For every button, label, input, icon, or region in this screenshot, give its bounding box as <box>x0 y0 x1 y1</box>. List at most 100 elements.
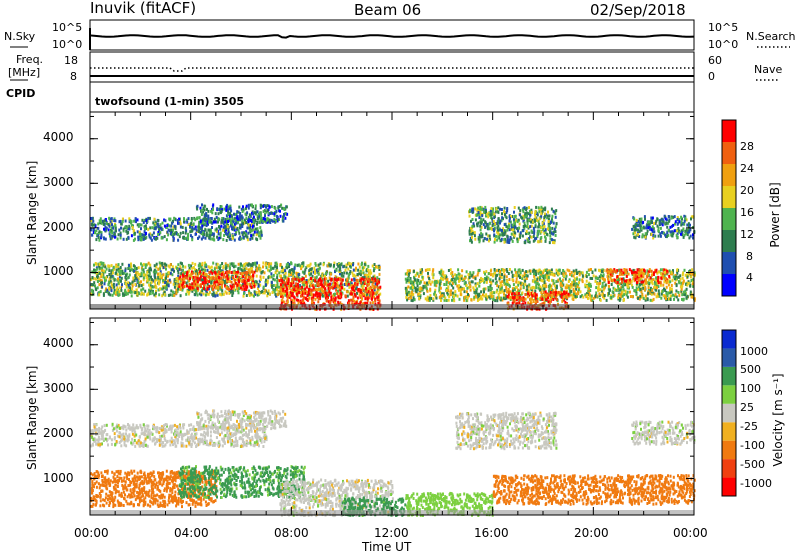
range-cell <box>270 218 273 222</box>
range-cell <box>579 295 582 299</box>
range-cell <box>238 215 241 219</box>
range-cell <box>501 280 504 284</box>
velocity-ytick-3000: 3000 <box>43 381 74 395</box>
range-cell <box>236 215 239 219</box>
range-cell <box>267 291 269 295</box>
range-cell <box>355 266 357 270</box>
range-cell <box>255 233 258 237</box>
range-cell <box>133 279 136 283</box>
range-cell <box>170 268 173 272</box>
range-cell <box>321 274 324 278</box>
xtick-0000: 00:00 <box>74 526 109 540</box>
range-cell <box>689 284 692 288</box>
range-cell <box>131 223 133 227</box>
range-cell <box>281 284 284 288</box>
range-cell <box>531 285 534 289</box>
range-cell <box>506 228 509 232</box>
range-cell <box>647 291 650 295</box>
range-cell <box>173 293 176 297</box>
range-cell <box>199 283 202 287</box>
vel-cb-500: 500 <box>740 363 761 376</box>
nave-bottom-tick: 0 <box>708 70 715 83</box>
range-cell <box>175 291 178 295</box>
range-cell <box>274 292 277 296</box>
range-cell <box>216 271 219 275</box>
range-cell <box>205 234 208 238</box>
range-cell <box>435 281 438 285</box>
range-cell <box>252 224 254 228</box>
range-cell <box>181 225 184 229</box>
range-cell <box>193 227 196 231</box>
beam-title: Beam 06 <box>354 1 422 19</box>
range-cell <box>171 231 173 235</box>
range-cell <box>341 278 344 282</box>
range-cell <box>275 284 278 288</box>
range-cell <box>622 298 625 302</box>
range-cell <box>239 212 242 215</box>
velocity-ytick-4000: 4000 <box>43 336 74 350</box>
range-cell <box>269 221 272 224</box>
range-cell <box>197 230 200 233</box>
range-cell <box>140 262 142 266</box>
range-cell <box>328 263 331 267</box>
range-cell <box>177 274 180 278</box>
range-cell <box>159 223 162 227</box>
range-cell <box>447 298 450 302</box>
range-cell <box>157 224 160 228</box>
range-cell <box>146 278 149 282</box>
range-cell <box>108 224 111 228</box>
range-cell <box>143 218 146 222</box>
range-cell <box>195 270 197 274</box>
range-cell <box>301 265 303 269</box>
range-cell <box>133 219 136 223</box>
range-cell <box>312 270 315 274</box>
range-cell <box>263 271 266 275</box>
range-cell <box>230 214 233 218</box>
range-cell <box>155 265 158 269</box>
range-cell <box>491 274 494 278</box>
range-cell <box>555 280 558 284</box>
range-cell <box>177 221 180 225</box>
range-cell <box>144 224 147 228</box>
range-cell <box>132 264 135 268</box>
range-cell <box>280 283 282 287</box>
range-cell <box>184 237 187 240</box>
range-cell <box>439 286 442 290</box>
range-cell <box>191 223 194 227</box>
range-cell <box>236 287 239 291</box>
nsky-label: N.Sky <box>4 30 36 43</box>
range-cell <box>441 294 444 297</box>
range-cell <box>128 227 131 231</box>
range-cell <box>117 267 120 271</box>
range-cell <box>405 289 408 293</box>
range-cell <box>194 262 197 266</box>
range-cell <box>366 287 369 291</box>
range-cell <box>129 290 132 294</box>
range-cell <box>158 261 161 265</box>
range-cell <box>292 272 295 276</box>
range-cell <box>153 223 156 227</box>
range-cell <box>312 278 315 282</box>
range-cell <box>172 238 175 242</box>
range-cell <box>570 289 573 293</box>
range-cell <box>258 290 261 294</box>
range-cell <box>474 218 477 222</box>
range-cell <box>190 229 193 233</box>
range-cell <box>548 270 551 274</box>
range-cell <box>154 227 157 231</box>
range-cell <box>228 217 231 221</box>
range-cell <box>218 267 221 271</box>
range-cell <box>227 213 230 217</box>
range-cell <box>310 293 313 297</box>
range-cell <box>152 279 155 283</box>
range-cell <box>90 219 93 222</box>
range-cell <box>154 276 157 280</box>
range-cell <box>186 220 189 224</box>
range-cell <box>258 231 261 235</box>
range-cell <box>157 277 160 281</box>
range-cell <box>457 268 460 272</box>
range-cell <box>201 203 203 207</box>
range-cell <box>568 269 571 273</box>
range-cell <box>646 297 649 301</box>
range-cell <box>206 222 209 226</box>
